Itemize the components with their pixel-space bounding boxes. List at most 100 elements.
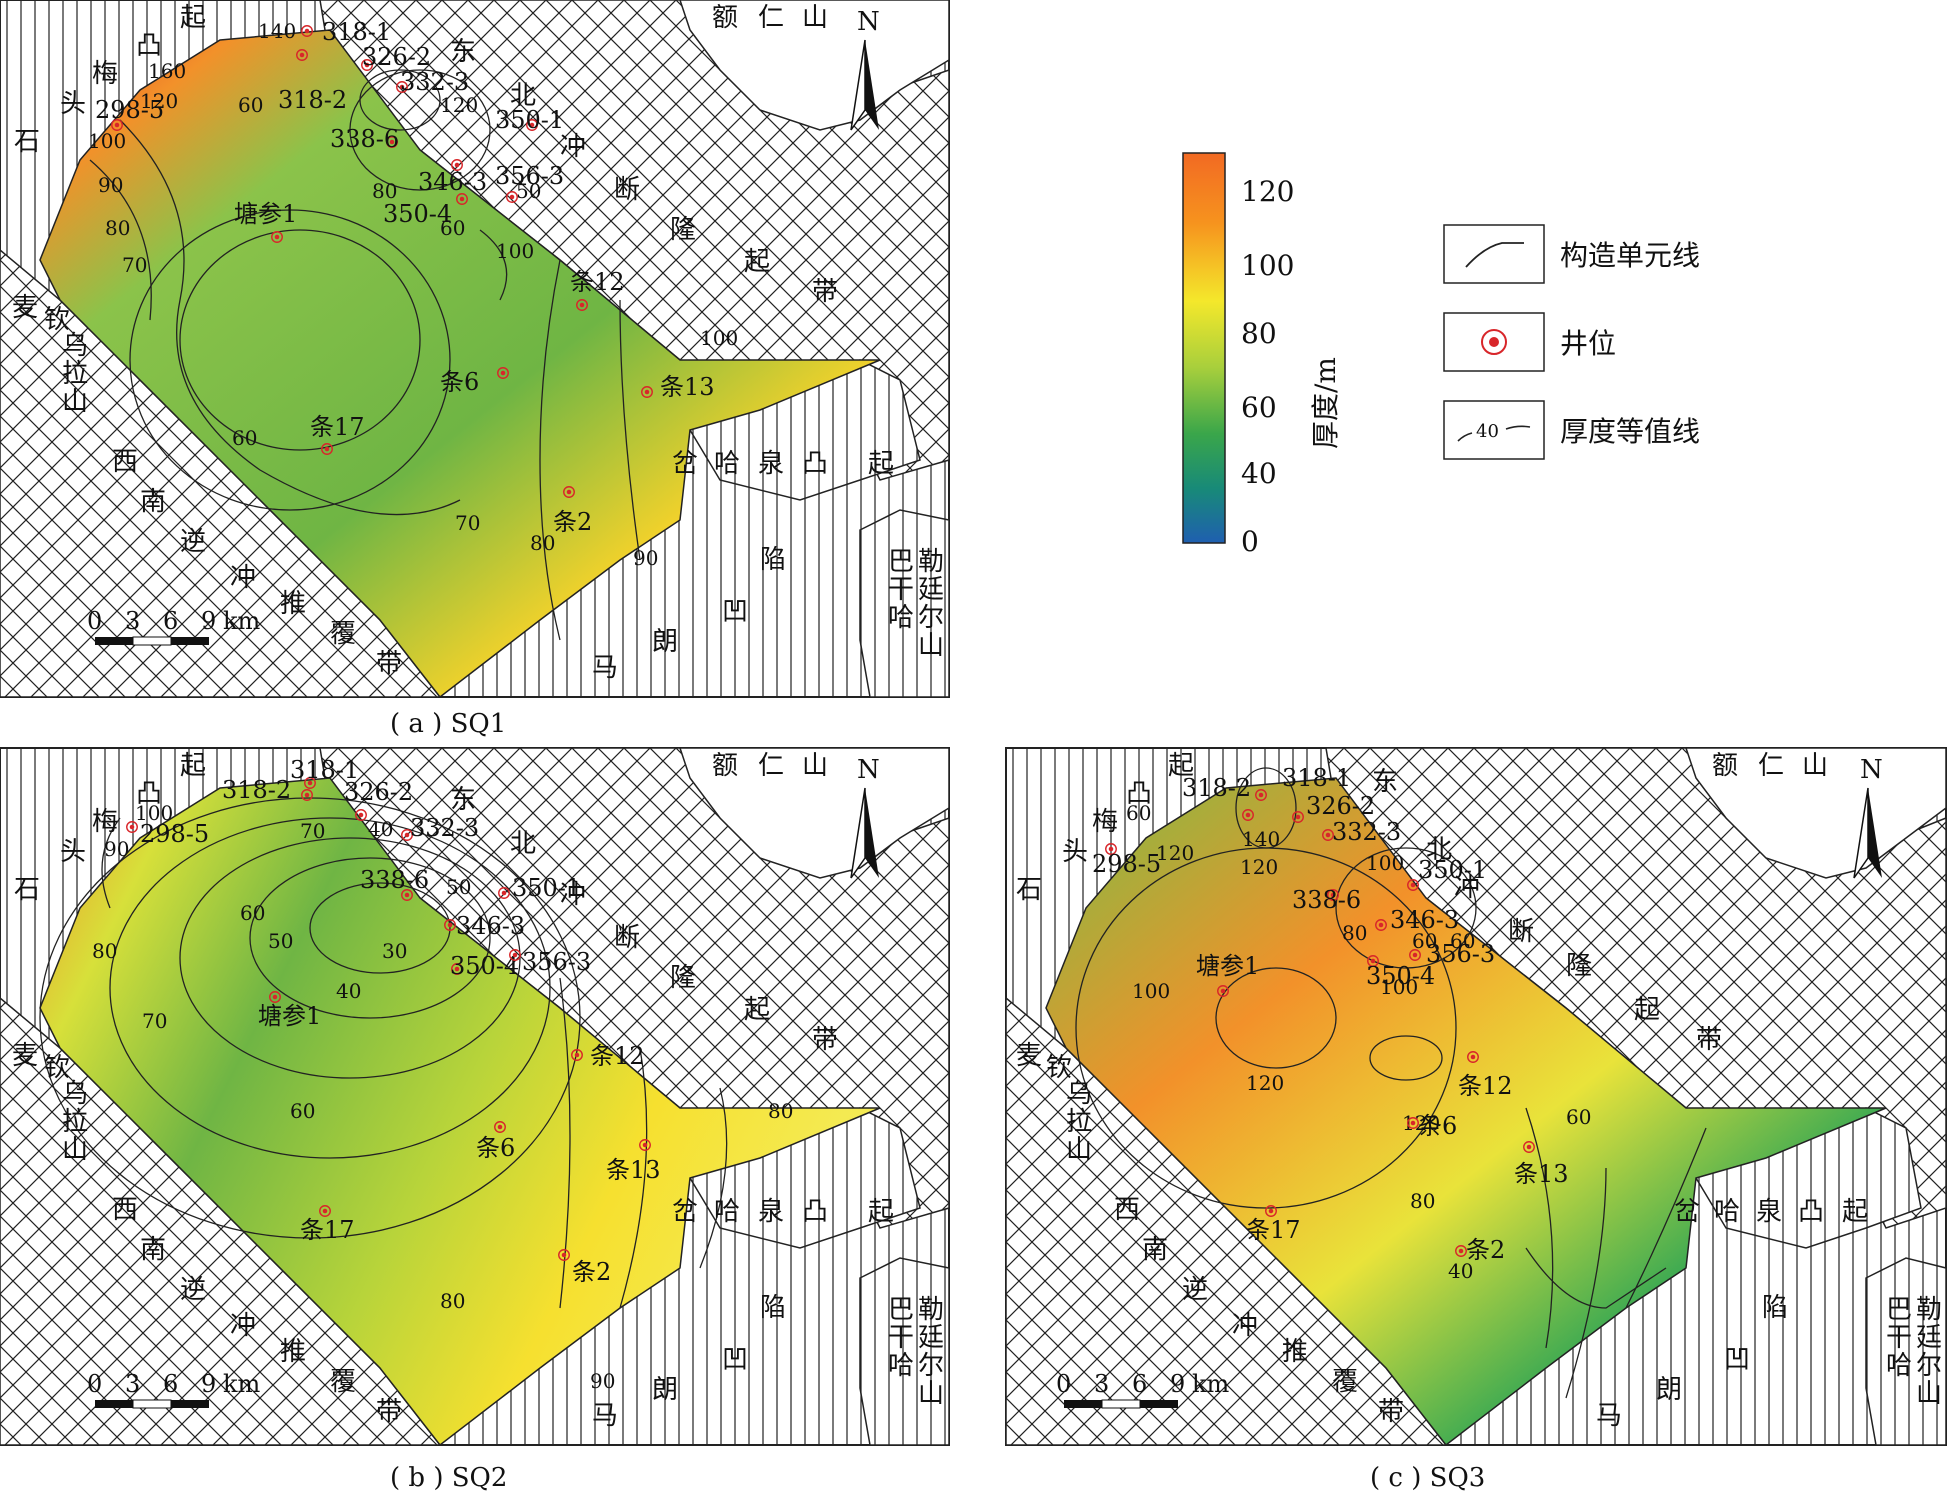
region-char: 凹 [722,1345,748,1375]
region-char: 陷 [760,1293,786,1323]
contour-label: 90 [590,1369,615,1393]
colorbar-axis-label: 厚度/m [1309,357,1342,449]
contour-label: 100 [1380,975,1418,999]
contour-label: 100 [496,239,534,263]
region-char: 干 [1886,1323,1912,1353]
colorbar-tick: 80 [1241,317,1277,350]
region-labels: 额 仁 山 东 北 冲 断 隆 起 带 石 头 梅 凸 起 麦 钦 乌 拉 山 … [12,3,944,683]
region-char: 廷 [1916,1323,1942,1353]
region-char: 冲 [230,563,256,593]
region-char: 凸 [802,449,828,479]
region-char: 东 [1372,767,1398,797]
region-char: 西 [1114,1195,1140,1225]
region-char: 麦 [12,293,38,323]
scale-tick: 9 [201,607,216,635]
contour-label: 30 [382,939,407,963]
region-char: 凹 [1724,1345,1750,1375]
region-char: 泉 [758,1197,784,1227]
region-char: 拉 [62,359,88,389]
panel-sq3: 60 120 140 120 100 80 60 100 60 100 120 … [1005,747,1947,1447]
scale-tick: 0 [1056,1370,1071,1398]
well-label: 346-3 [418,168,487,196]
region-char: 巴 [888,547,914,577]
contour-label: 80 [440,1289,465,1313]
well-label: 350-4 [450,952,519,980]
region-char: 起 [1168,751,1194,781]
region-char: 哈 [888,603,914,633]
well-label: 条12 [1458,1072,1513,1100]
region-char: 隆 [670,963,696,993]
region-char: 岔 [1674,1197,1700,1227]
well-label: 350-1 [512,874,581,902]
region-char: 巴 [888,1295,914,1325]
thickness-field [39,29,881,699]
contour-label: 100 [88,129,126,153]
contour-label: 80 [372,179,397,203]
colorbar: 120 100 80 60 40 0 厚度/m [1182,152,1342,558]
region-char: 朗 [652,1375,678,1405]
region-char: 头 [1062,837,1088,867]
region-char: 仁 [758,751,784,781]
region-char: 干 [888,1323,914,1353]
region-char: 哈 [1886,1351,1912,1381]
thickness-field [1045,777,1887,1447]
well-label: 条13 [606,1156,661,1184]
region-char: 逆 [180,1275,206,1305]
contour-label: 90 [104,837,129,861]
colorbar-tick: 0 [1241,525,1259,558]
region-char: 起 [868,449,894,479]
well-label: 318-1 [1282,764,1351,792]
well-label: 332-3 [410,814,479,842]
region-char: 冲 [560,132,586,162]
well-label: 338-6 [360,866,429,894]
region-char: 覆 [1332,1367,1358,1397]
well-label: 298-5 [95,96,164,124]
region-char: 钦 [44,305,70,335]
region-char: 推 [280,589,306,619]
legend-contour-sample: 40 [1476,421,1499,442]
region-char: 廷 [918,575,944,605]
region-char: 山 [62,387,88,417]
region-char: 起 [868,1197,894,1227]
contour-label: 80 [768,1099,793,1123]
region-char: 山 [918,631,944,661]
scale-unit: km [223,1370,261,1398]
well-label: 350-4 [383,200,452,228]
well-label: 条6 [1418,1112,1457,1140]
contour-label-group: 140 160 120 100 90 80 70 60 60 120 50 80… [88,19,738,570]
region-char: 南 [1142,1235,1168,1265]
contour-label: 80 [1410,1189,1435,1213]
region-char: 山 [1066,1135,1092,1165]
region-char: 陷 [1762,1293,1788,1323]
well-label: 318-2 [278,86,347,114]
region-char: 南 [140,487,166,517]
well-label: 356-3 [522,948,591,976]
scale-tick: 3 [1094,1370,1109,1398]
well-label: 298-5 [140,820,209,848]
scale-tick: 6 [163,607,178,635]
contour-label: 120 [1156,841,1194,865]
baganhaer-block [859,509,950,698]
contour-label: 70 [122,253,147,277]
region-char: 麦 [12,1041,38,1071]
well-label: 350-1 [495,106,564,134]
region-char: 凸 [136,31,162,61]
region-char: 带 [812,1025,838,1055]
contour-label: 60 [1412,929,1437,953]
caption-sq2: ( b ) SQ2 [390,1463,507,1493]
region-char: 马 [592,1401,618,1431]
well-group: 298-5 318-1 318-2 326-2 332-3 338-6 346-… [126,756,661,1286]
region-char: 头 [60,837,86,867]
well-label: 346-3 [456,912,525,940]
region-char: 乌 [62,1079,88,1109]
contour-label: 80 [92,939,117,963]
erenshan-block [1684,747,1947,879]
region-char: 山 [62,1135,88,1165]
region-char: 推 [280,1337,306,1367]
region-char: 带 [1378,1397,1404,1427]
well-group: 298-5 318-1 318-2 326-2 332-3 338-6 346-… [1092,764,1569,1264]
region-char: 勒 [918,547,944,577]
region-char: 带 [1696,1025,1722,1055]
legend-label: 厚度等值线 [1560,415,1700,448]
